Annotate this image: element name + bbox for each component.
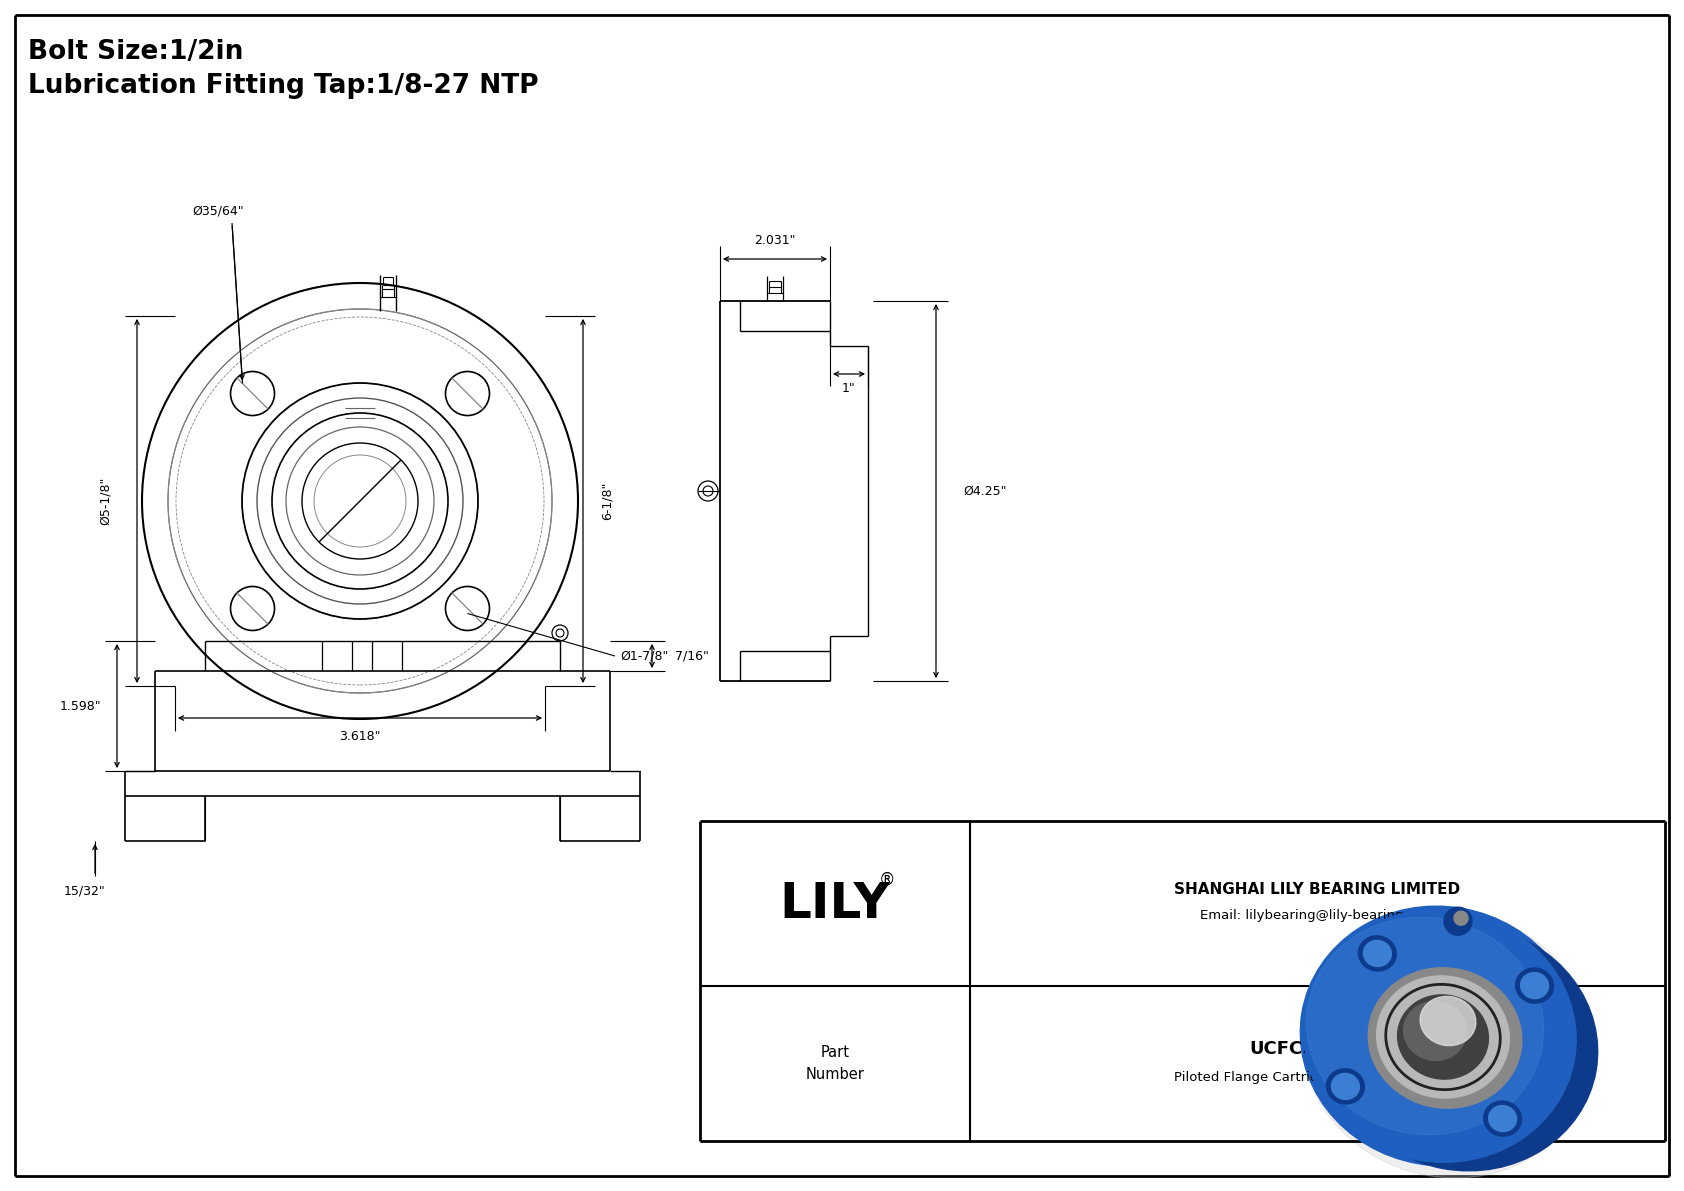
Text: 3.618": 3.618" <box>338 730 381 742</box>
Text: ®: ® <box>879 871 896 888</box>
Ellipse shape <box>1359 936 1396 971</box>
Circle shape <box>1453 911 1468 925</box>
Text: Bolt Size:1/2in: Bolt Size:1/2in <box>29 39 244 66</box>
Ellipse shape <box>1489 1105 1517 1131</box>
Ellipse shape <box>1398 994 1489 1079</box>
Ellipse shape <box>1364 941 1391 966</box>
Ellipse shape <box>1367 968 1522 1108</box>
Ellipse shape <box>1521 973 1549 998</box>
Ellipse shape <box>1302 910 1595 1178</box>
Text: 15/32": 15/32" <box>64 885 106 898</box>
Text: Lubrication Fitting Tap:1/8-27 NTP: Lubrication Fitting Tap:1/8-27 NTP <box>29 73 539 99</box>
Text: Email: lilybearing@lily-bearing.com: Email: lilybearing@lily-bearing.com <box>1199 909 1435 922</box>
Text: Part
Number: Part Number <box>805 1045 864 1083</box>
Ellipse shape <box>1300 906 1580 1166</box>
Text: 6-1/8": 6-1/8" <box>601 482 613 520</box>
Text: Ø5-1/8": Ø5-1/8" <box>98 476 111 525</box>
Circle shape <box>1443 908 1472 935</box>
Text: Ø4.25": Ø4.25" <box>963 485 1007 498</box>
Text: 1": 1" <box>842 381 855 394</box>
Text: LILY: LILY <box>780 879 891 928</box>
Text: UCFCS210-30: UCFCS210-30 <box>1250 1041 1386 1059</box>
Ellipse shape <box>1332 1073 1359 1099</box>
Ellipse shape <box>1484 1100 1522 1136</box>
Text: Ø35/64": Ø35/64" <box>192 205 244 218</box>
Text: 2.031": 2.031" <box>754 235 797 248</box>
Ellipse shape <box>1376 975 1509 1098</box>
Text: 7/16": 7/16" <box>675 649 709 662</box>
Ellipse shape <box>1403 1002 1467 1060</box>
Text: Piloted Flange Cartridge Set Screw Locking: Piloted Flange Cartridge Set Screw Locki… <box>1174 1071 1462 1084</box>
Ellipse shape <box>1332 925 1598 1171</box>
Ellipse shape <box>1516 968 1554 1003</box>
Text: SHANGHAI LILY BEARING LIMITED: SHANGHAI LILY BEARING LIMITED <box>1174 883 1460 897</box>
Text: 1.598": 1.598" <box>59 699 101 712</box>
Text: Ø1-7/8": Ø1-7/8" <box>620 649 669 662</box>
Ellipse shape <box>1420 997 1475 1046</box>
Ellipse shape <box>1303 910 1576 1162</box>
Ellipse shape <box>1327 1068 1364 1104</box>
Ellipse shape <box>1307 917 1544 1135</box>
